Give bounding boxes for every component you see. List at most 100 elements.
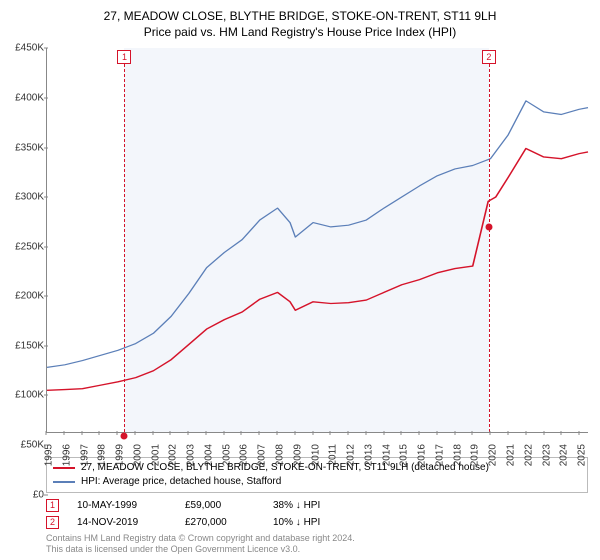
x-axis-tick: [294, 431, 295, 435]
x-axis-tick: [365, 431, 366, 435]
x-axis-label: 2025: [577, 444, 588, 466]
y-axis-tick: [44, 147, 48, 148]
x-axis-tick: [579, 431, 580, 435]
x-axis-tick: [117, 431, 118, 435]
x-axis-tick: [454, 431, 455, 435]
marker-dot: [485, 223, 492, 230]
x-axis-tick: [561, 431, 562, 435]
y-axis-tick: [44, 48, 48, 49]
legend-item: HPI: Average price, detached house, Staf…: [53, 475, 581, 489]
x-axis-tick: [383, 431, 384, 435]
x-axis-tick: [170, 431, 171, 435]
x-axis-label: 2015: [399, 444, 410, 466]
y-axis-label: £250K: [6, 241, 44, 252]
x-axis-label: 2018: [452, 444, 463, 466]
y-axis-tick: [44, 246, 48, 247]
legend-swatch: [53, 467, 75, 469]
x-axis-label: 2022: [523, 444, 534, 466]
x-axis-label: 2011: [328, 444, 339, 466]
y-axis-label: £100K: [6, 390, 44, 401]
x-axis-tick: [277, 431, 278, 435]
marker-badge: 1: [117, 50, 131, 64]
event-price: £270,000: [185, 514, 255, 531]
y-axis-tick: [44, 395, 48, 396]
event-badge: 2: [46, 516, 59, 529]
x-axis-tick: [152, 431, 153, 435]
x-axis-tick: [205, 431, 206, 435]
y-axis-label: £450K: [6, 43, 44, 54]
x-axis-tick: [348, 431, 349, 435]
y-axis-tick: [44, 296, 48, 297]
x-axis-label: 2017: [434, 444, 445, 466]
event-date: 14-NOV-2019: [77, 514, 167, 531]
x-axis-label: 2019: [470, 444, 481, 466]
x-axis-tick: [330, 431, 331, 435]
marker-badge: 2: [482, 50, 496, 64]
x-axis-label: 2006: [239, 444, 250, 466]
x-axis-tick: [490, 431, 491, 435]
event-row: 2 14-NOV-2019 £270,000 10% ↓ HPI: [46, 514, 588, 531]
y-axis-label: £50K: [6, 440, 44, 451]
x-axis-label: 2002: [168, 444, 179, 466]
x-axis-label: 2010: [310, 444, 321, 466]
y-axis-tick: [44, 197, 48, 198]
y-axis-label: £350K: [6, 142, 44, 153]
x-axis-label: 2005: [221, 444, 232, 466]
y-axis-tick: [44, 97, 48, 98]
x-axis-tick: [46, 431, 47, 435]
x-axis-tick: [543, 431, 544, 435]
x-axis-label: 1999: [115, 444, 126, 466]
x-axis-label: 1996: [61, 444, 72, 466]
x-axis-label: 2021: [506, 444, 517, 466]
x-axis-tick: [134, 431, 135, 435]
chart-title-line2: Price paid vs. HM Land Registry's House …: [6, 24, 594, 40]
x-axis-label: 2004: [203, 444, 214, 466]
event-row: 110-MAY-1999£59,00038% ↓ HPI: [46, 497, 588, 514]
event-date: 10-MAY-1999: [77, 497, 167, 514]
x-axis-label: 2020: [488, 444, 499, 466]
series-property: [47, 48, 588, 431]
x-axis-tick: [525, 431, 526, 435]
x-axis-label: 2012: [346, 444, 357, 466]
x-axis-label: 2003: [186, 444, 197, 466]
x-axis-tick: [401, 431, 402, 435]
chart-title-line1: 27, MEADOW CLOSE, BLYTHE BRIDGE, STOKE-O…: [6, 8, 594, 24]
x-axis-tick: [472, 431, 473, 435]
x-axis-label: 2024: [559, 444, 570, 466]
x-axis-label: 1998: [97, 444, 108, 466]
plot-region: 12: [46, 48, 588, 432]
y-axis-label: £400K: [6, 92, 44, 103]
x-axis-tick: [223, 431, 224, 435]
x-axis-tick: [312, 431, 313, 435]
x-axis-label: 2014: [381, 444, 392, 466]
marker-dot: [121, 433, 128, 440]
x-axis-label: 2013: [363, 444, 374, 466]
event-badge: 1: [46, 499, 59, 512]
event-vs-hpi: 38% ↓ HPI: [273, 497, 363, 514]
footer-line2: This data is licensed under the Open Gov…: [46, 544, 594, 556]
y-axis-label: £150K: [6, 340, 44, 351]
y-axis-label: £200K: [6, 291, 44, 302]
x-axis-tick: [508, 431, 509, 435]
x-axis-tick: [63, 431, 64, 435]
x-axis-label: 2023: [541, 444, 552, 466]
x-axis-label: 2007: [257, 444, 268, 466]
x-axis-tick: [188, 431, 189, 435]
y-axis-label: £300K: [6, 192, 44, 203]
x-axis-label: 2016: [417, 444, 428, 466]
legend-swatch: [53, 481, 75, 483]
event-vs-hpi: 10% ↓ HPI: [273, 514, 363, 531]
y-axis-tick: [44, 345, 48, 346]
marker-line: [124, 64, 125, 431]
legend-label: HPI: Average price, detached house, Staf…: [81, 475, 281, 489]
marker-line: [489, 64, 490, 431]
events-table: 110-MAY-1999£59,00038% ↓ HPI214-NOV-2019…: [46, 497, 588, 531]
y-axis-label: £0: [6, 489, 44, 500]
x-axis-label: 2009: [292, 444, 303, 466]
y-axis-tick: [44, 494, 48, 495]
x-axis-tick: [99, 431, 100, 435]
x-axis-label: 2001: [150, 444, 161, 466]
x-axis-label: 2008: [275, 444, 286, 466]
footer: Contains HM Land Registry data © Crown c…: [46, 533, 594, 556]
x-axis-tick: [81, 431, 82, 435]
